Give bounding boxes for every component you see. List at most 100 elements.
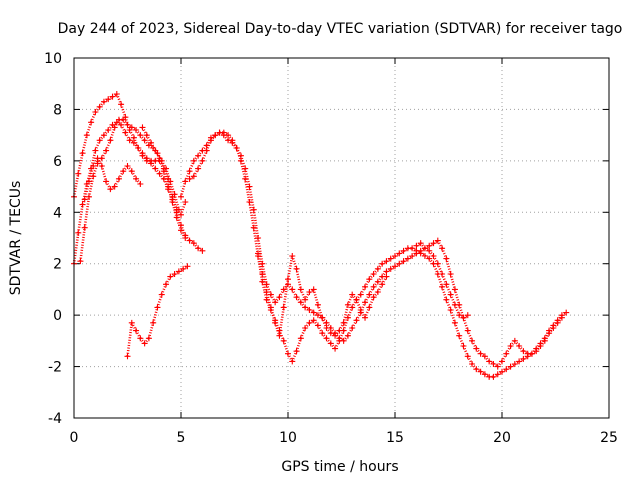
data-trace xyxy=(179,201,187,216)
data-point xyxy=(353,317,360,324)
data-trace xyxy=(471,363,478,370)
data-trace xyxy=(201,144,208,152)
data-trace xyxy=(227,134,234,142)
data-point xyxy=(383,268,390,275)
data-trace xyxy=(287,283,294,291)
data-point xyxy=(137,181,144,187)
data-trace xyxy=(428,250,435,257)
data-trace xyxy=(188,175,195,180)
data-point xyxy=(464,327,471,334)
data-point xyxy=(237,152,244,159)
data-trace xyxy=(466,355,474,365)
data-trace xyxy=(299,301,307,309)
data-trace xyxy=(104,180,112,190)
data-trace xyxy=(107,95,114,101)
data-trace xyxy=(338,337,345,342)
data-trace xyxy=(162,178,170,190)
data-point xyxy=(392,263,398,270)
data-point xyxy=(516,358,523,365)
data-trace xyxy=(76,204,84,234)
data-trace xyxy=(81,183,89,205)
data-trace xyxy=(205,139,213,152)
data-point xyxy=(289,253,296,259)
data-trace xyxy=(372,291,379,298)
series-track-10 xyxy=(413,240,471,321)
data-trace xyxy=(457,335,465,347)
data-trace xyxy=(308,319,315,324)
data-trace xyxy=(179,181,187,198)
grid-lines xyxy=(74,58,609,418)
data-trace xyxy=(130,322,138,332)
data-trace xyxy=(89,111,97,123)
data-trace xyxy=(372,280,379,288)
data-trace xyxy=(265,299,273,311)
data-trace xyxy=(325,322,332,329)
series-track-2 xyxy=(71,119,189,267)
data-trace xyxy=(316,304,324,319)
data-trace xyxy=(197,247,204,252)
series-track-4 xyxy=(81,155,144,203)
data-trace xyxy=(514,360,520,366)
data-point xyxy=(118,121,125,128)
data-trace xyxy=(475,368,482,373)
data-point xyxy=(285,350,291,357)
data-point xyxy=(439,283,446,290)
data-trace xyxy=(548,327,555,334)
data-trace xyxy=(162,168,170,180)
data-trace xyxy=(278,307,286,336)
data-trace xyxy=(128,139,135,144)
data-trace xyxy=(308,308,315,314)
data-trace xyxy=(312,319,319,327)
data-point xyxy=(349,304,356,311)
data-trace xyxy=(171,198,178,211)
data-trace xyxy=(453,304,461,316)
data-trace xyxy=(87,165,95,182)
data-trace xyxy=(261,281,268,301)
y-tick-labels: -4 -2 0 2 4 6 8 10 xyxy=(44,51,62,427)
data-trace xyxy=(359,301,367,314)
data-trace xyxy=(79,227,86,262)
data-trace xyxy=(100,165,108,182)
data-point xyxy=(563,309,570,316)
data-trace xyxy=(509,362,516,368)
data-point xyxy=(434,260,441,267)
data-trace xyxy=(518,345,525,352)
data-trace xyxy=(385,267,392,273)
data-trace xyxy=(256,253,264,275)
data-trace xyxy=(156,294,163,308)
data-point xyxy=(469,337,476,344)
data-trace xyxy=(98,134,105,142)
data-trace xyxy=(222,134,230,142)
data-trace xyxy=(175,217,183,231)
data-trace xyxy=(160,283,168,296)
data-trace xyxy=(317,314,323,319)
data-trace xyxy=(147,322,155,339)
series-track-8 xyxy=(139,124,189,241)
data-point xyxy=(383,258,390,265)
data-trace xyxy=(420,247,426,252)
data-trace xyxy=(210,134,216,139)
series-track-5 xyxy=(124,263,191,360)
data-trace xyxy=(342,304,350,324)
data-trace xyxy=(462,345,469,357)
data-point xyxy=(133,175,140,182)
data-trace xyxy=(398,260,405,265)
data-trace xyxy=(449,309,457,324)
data-trace xyxy=(103,98,109,103)
data-trace xyxy=(363,306,371,319)
data-trace xyxy=(135,178,142,185)
data-trace xyxy=(325,337,332,345)
data-point xyxy=(276,294,283,301)
data-trace xyxy=(475,347,482,355)
data-trace xyxy=(182,265,189,270)
data-trace xyxy=(436,273,444,288)
data-trace xyxy=(126,322,134,357)
data-trace xyxy=(355,299,362,311)
data-trace xyxy=(368,273,375,280)
data-point xyxy=(96,137,103,144)
data-point xyxy=(175,206,182,213)
data-trace xyxy=(531,350,537,355)
data-trace xyxy=(561,311,567,317)
data-point xyxy=(464,312,471,319)
